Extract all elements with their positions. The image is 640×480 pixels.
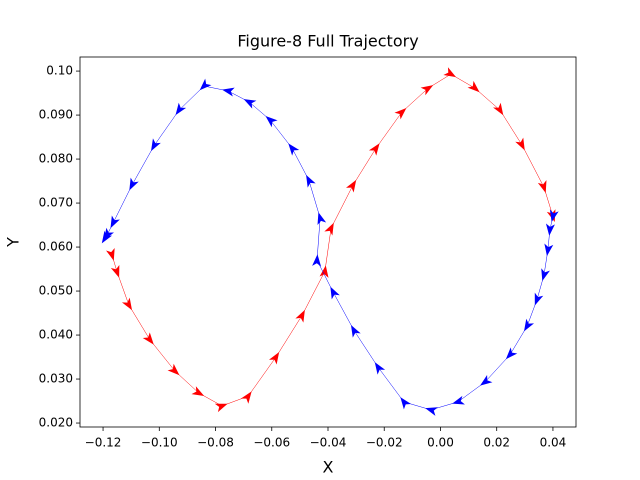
arrow-marker	[312, 254, 322, 267]
y-tick-label: 0.040	[39, 328, 73, 342]
arrow-marker	[394, 107, 407, 120]
y-axis-label: Y	[4, 237, 23, 248]
x-tick-label: 0.00	[427, 436, 454, 450]
arrow-marker	[515, 137, 525, 151]
x-tick-label: 0.04	[540, 436, 567, 450]
arrow-marker	[549, 209, 559, 223]
arrow-marker	[121, 297, 133, 311]
arrow-marker	[324, 222, 334, 236]
trajectory-line	[111, 73, 554, 407]
arrow-marker	[243, 99, 257, 109]
x-tick-label: −0.10	[141, 436, 178, 450]
arrow-marker	[346, 179, 357, 193]
arrow-marker	[319, 265, 329, 278]
arrow-marker	[330, 286, 340, 300]
x-axis-label: X	[323, 458, 334, 477]
x-tick-label: −0.06	[253, 436, 290, 450]
arrow-marker	[129, 177, 139, 191]
arrow-marker	[351, 324, 361, 338]
arrow-marker	[142, 332, 154, 345]
x-tick-label: −0.08	[197, 436, 234, 450]
x-tick-label: 0.02	[483, 436, 510, 450]
arrow-marker	[265, 116, 278, 128]
y-tick-label: 0.080	[39, 152, 73, 166]
arrow-marker	[534, 292, 544, 306]
arrow-marker	[167, 363, 180, 376]
arrow-marker	[537, 180, 547, 193]
arrow-marker	[106, 247, 115, 261]
arrow-marker	[191, 386, 205, 397]
arrow-marker	[443, 67, 457, 78]
arrow-marker	[306, 174, 316, 188]
arrow-marker	[151, 138, 161, 152]
arrow-marker	[214, 403, 228, 413]
y-tick-label: 0.070	[39, 196, 73, 210]
arrow-marker	[110, 215, 120, 229]
y-tick-label: 0.030	[39, 372, 73, 386]
arrow-marker	[241, 391, 252, 404]
arrow-marker	[295, 309, 305, 323]
arrow-marker	[452, 395, 465, 405]
trajectory-line	[104, 85, 554, 411]
arrow-marker	[268, 351, 280, 365]
arrow-marker	[400, 397, 412, 410]
arrow-marker	[545, 223, 555, 236]
y-tick-label: 0.050	[39, 284, 73, 298]
arrow-marker	[199, 78, 212, 91]
arrow-marker	[493, 102, 504, 116]
arrow-marker	[523, 318, 535, 332]
arrow-marker	[480, 374, 493, 386]
y-tick-label: 0.10	[46, 64, 73, 78]
arrow-marker	[101, 230, 113, 244]
arrow-marker	[425, 407, 438, 416]
arrow-marker	[544, 243, 554, 257]
x-tick-label: −0.04	[310, 436, 347, 450]
x-tick-label: −0.12	[85, 436, 122, 450]
y-tick-label: 0.060	[39, 240, 73, 254]
arrow-marker	[175, 102, 187, 116]
arrow-marker	[505, 347, 518, 360]
arrow-marker	[467, 80, 480, 93]
arrow-marker	[110, 264, 120, 278]
y-tick-label: 0.090	[39, 108, 73, 122]
arrow-marker	[541, 268, 550, 281]
arrow-marker	[368, 143, 380, 156]
arrow-marker	[374, 362, 386, 375]
x-tick-label: −0.02	[366, 436, 403, 450]
chart-title: Figure-8 Full Trajectory	[237, 32, 418, 51]
arrow-marker	[288, 143, 300, 156]
arrow-marker	[222, 87, 235, 97]
arrow-marker	[317, 212, 327, 226]
arrow-marker	[420, 85, 434, 96]
y-tick-label: 0.020	[39, 416, 73, 430]
arrow-marker	[103, 227, 115, 241]
